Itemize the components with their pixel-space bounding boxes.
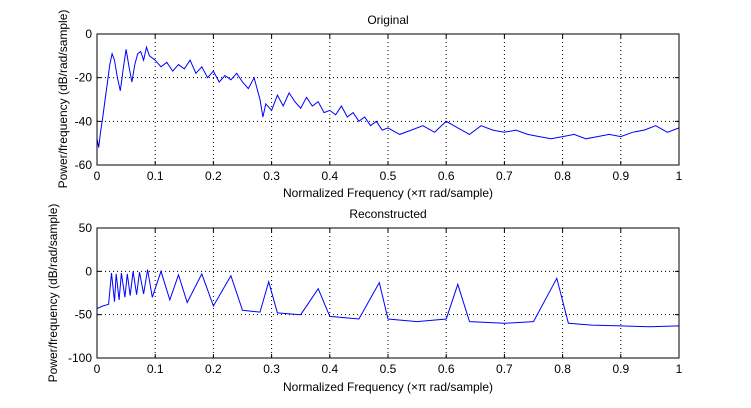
y-tick-label: -50	[75, 308, 93, 322]
x-tick-label: 0	[94, 362, 101, 376]
x-tick-label: 0.1	[147, 169, 164, 183]
x-tick-label: 0.9	[612, 169, 629, 183]
x-tick-label: 0.4	[321, 362, 338, 376]
x-axis-label: Normalized Frequency (×π rad/sample)	[283, 186, 493, 200]
y-tick-label: 0	[85, 264, 92, 278]
grid	[97, 228, 679, 358]
x-tick-label: 0.8	[554, 362, 571, 376]
chart-title: Original	[367, 13, 408, 27]
series-line	[96, 269, 680, 328]
x-tick-label: 0	[94, 169, 101, 183]
x-tick-label: 0.9	[612, 362, 629, 376]
x-tick-label: 0.3	[263, 169, 280, 183]
y-tick-label: 50	[79, 221, 93, 235]
ticks: 0 0.1 0.2 0.3 0.4 0.5 0.6 0.7 0.8 0.9 1 -100 -50 0 50	[68, 221, 683, 376]
x-tick-label: 0.7	[496, 169, 513, 183]
x-tick-label: 0.5	[380, 169, 397, 183]
x-tick-label: 0.1	[147, 362, 164, 376]
x-tick-label: 0.8	[554, 169, 571, 183]
x-tick-label: 0.2	[205, 169, 222, 183]
x-tick-label: 0.2	[205, 362, 222, 376]
x-tick-label: 0.6	[438, 362, 455, 376]
ticks: 0 0.1 0.2 0.3 0.4 0.5 0.6 0.7 0.8 0.9 1 -60 -40 -20 0	[75, 27, 683, 183]
subplot-original: Original 0 0.1 0.2 0.3 0.4 0.5 0.6 0.7 0.8 0.9 1 -6…	[56, 10, 683, 200]
x-tick-label: 0.6	[438, 169, 455, 183]
y-tick-label: -20	[75, 71, 93, 85]
x-tick-label: 0.4	[321, 169, 338, 183]
y-axis-label: Power/frequency (dB/rad/sample)	[56, 10, 70, 189]
y-axis-label: Power/frequency (dB/rad/sample)	[46, 204, 60, 383]
y-tick-label: -100	[68, 351, 92, 365]
y-tick-label: 0	[85, 27, 92, 41]
x-tick-label: 1	[676, 169, 683, 183]
y-tick-label: -60	[75, 158, 93, 172]
grid	[97, 34, 679, 165]
x-axis-label: Normalized Frequency (×π rad/sample)	[283, 380, 493, 394]
x-tick-label: 1	[676, 362, 683, 376]
x-tick-label: 0.3	[263, 362, 280, 376]
subplot-reconstructed: Reconstructed 0 0.1 0.2 0.3 0.4 0.5 0.6 0.7 0.8 0…	[46, 204, 683, 394]
x-tick-label: 0.5	[380, 362, 397, 376]
chart-title: Reconstructed	[349, 207, 426, 221]
series-line	[96, 45, 680, 148]
y-tick-label: -40	[75, 114, 93, 128]
x-tick-label: 0.7	[496, 362, 513, 376]
